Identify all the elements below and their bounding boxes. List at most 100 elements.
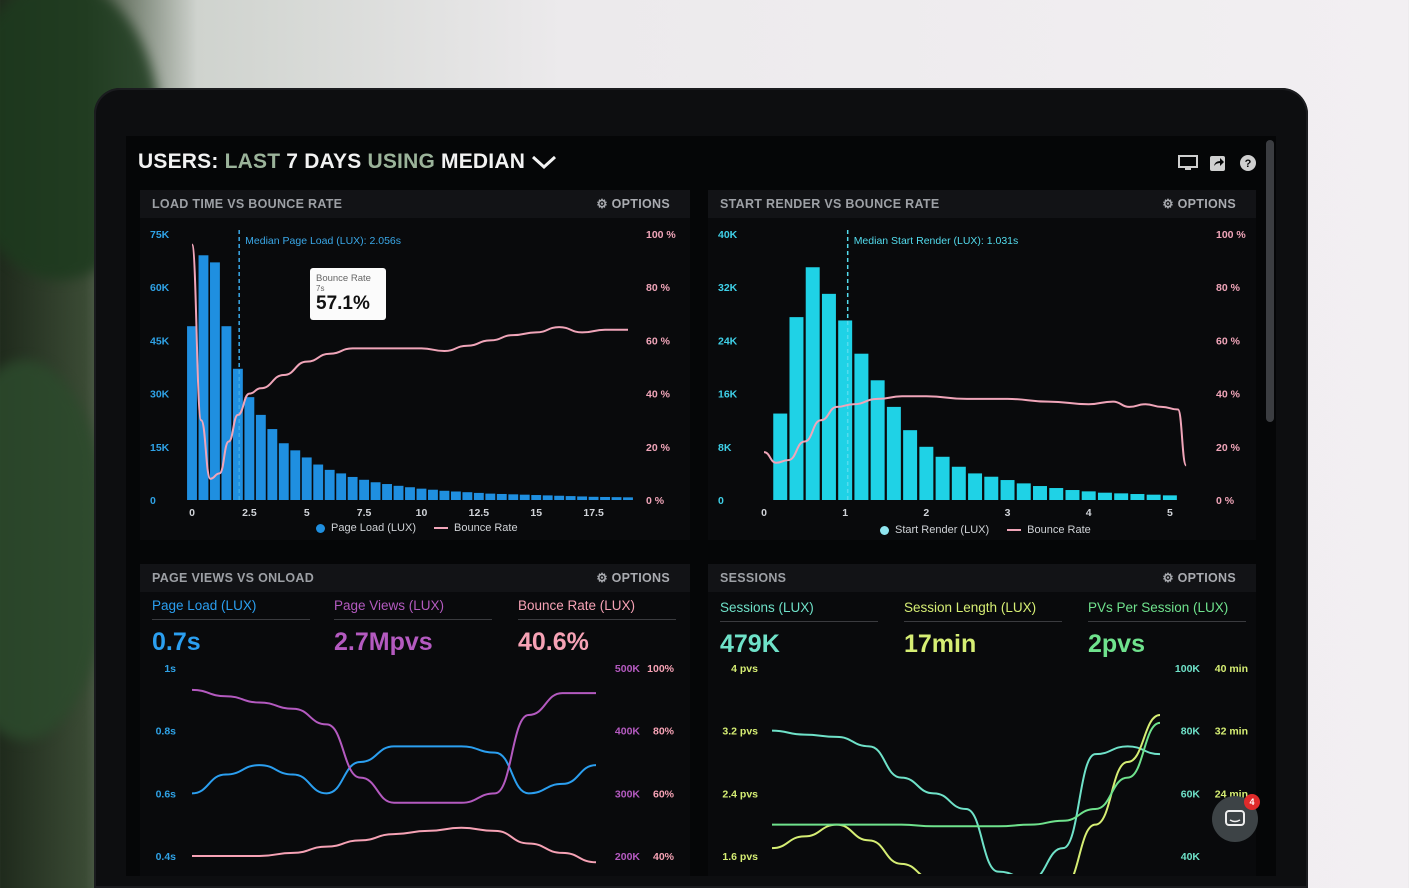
median-label: Median Page Load (LUX): 2.056s — [245, 235, 401, 247]
y-tick-left: 60K — [150, 282, 170, 294]
y-tick-right: 100% — [647, 664, 675, 675]
panel-title: START RENDER VS BOUNCE RATE ⚙ OPTIONS — [708, 190, 1256, 218]
histogram-bar — [324, 469, 335, 500]
histogram-bar — [565, 496, 576, 500]
series-line — [771, 721, 1161, 828]
y-tick-right: 60 % — [646, 335, 671, 347]
options-button[interactable]: ⚙ OPTIONS — [1162, 197, 1236, 211]
histogram-bar — [542, 495, 553, 500]
histogram-bar — [210, 262, 220, 500]
metric-sessions[interactable]: Sessions (LUX) 479K — [720, 600, 878, 659]
histogram-bar — [393, 485, 404, 500]
panel-pageviews-vs-onload: PAGE VIEWS VS ONLOAD ⚙ OPTIONS Page Load… — [140, 564, 690, 876]
histogram-bar — [405, 487, 415, 500]
histogram-bar — [519, 494, 530, 500]
y-tick-right: 400K — [615, 726, 641, 738]
metric-page-views[interactable]: Page Views (LUX) 2.7Mpvs — [334, 598, 492, 657]
y-tick-left: 75K — [150, 229, 170, 241]
series-line — [771, 714, 1161, 874]
y-tick-right: 60% — [653, 788, 675, 800]
histogram-bar — [1081, 491, 1096, 500]
options-button[interactable]: ⚙ OPTIONS — [596, 571, 670, 585]
x-tick: 2.5 — [242, 507, 257, 519]
histogram-bar — [1114, 493, 1129, 500]
x-tick: 3 — [1005, 507, 1011, 519]
histogram-bar — [903, 430, 918, 500]
legend-item[interactable]: Bounce Rate — [434, 522, 518, 534]
dashboard-title[interactable]: USERS: LAST 7 DAYS USING MEDIAN — [138, 150, 557, 174]
y-tick-right: 0 % — [1216, 495, 1235, 507]
x-tick: 4 — [1086, 507, 1092, 519]
y-tick-right: 20 % — [646, 442, 671, 454]
histogram-bar — [428, 489, 438, 500]
histogram-bar — [267, 429, 278, 500]
x-tick: 7.5 — [357, 507, 372, 519]
series-line — [191, 745, 597, 795]
histogram-bar — [336, 473, 347, 500]
legend-item[interactable]: Start Render (LUX) — [880, 524, 989, 536]
y-tick-right: 40 min — [1215, 664, 1248, 675]
metric-pvs-per-session[interactable]: PVs Per Session (LUX) 2pvs — [1088, 600, 1246, 659]
help-icon[interactable]: ? — [1238, 154, 1258, 174]
y-tick-left: 0.6s — [156, 788, 177, 800]
histogram-bar — [919, 446, 934, 500]
histogram-bar — [290, 450, 301, 500]
options-button[interactable]: ⚙ OPTIONS — [596, 197, 670, 211]
median-label: Median Start Render (LUX): 1.031s — [854, 235, 1019, 247]
y-tick-right: 40 % — [646, 389, 671, 401]
histogram-bar — [531, 495, 542, 500]
x-tick: 0 — [761, 507, 767, 519]
y-tick-left: 24K — [718, 335, 738, 347]
histogram-bar — [773, 413, 788, 500]
load-vs-bounce-chart: 0 15K 30K 45K 60K 75K 0 % 20 % 40 % 60 % 80 % 100 %… — [150, 229, 676, 519]
metric-page-load[interactable]: Page Load (LUX) 0.7s — [152, 598, 310, 657]
y-tick-right: 80K — [1181, 726, 1201, 738]
y-tick-right: 100K — [1175, 664, 1201, 675]
y-tick-left: 15K — [150, 442, 170, 454]
histogram-bar — [232, 368, 243, 500]
x-tick: 2 — [923, 507, 929, 519]
chevron-down-icon[interactable] — [531, 154, 557, 170]
histogram-bar — [554, 495, 565, 500]
y-tick-right: 300K — [615, 788, 641, 800]
y-tick-left: 0.8s — [156, 726, 177, 738]
histogram-bar — [854, 353, 869, 500]
histogram-bar — [359, 479, 370, 500]
y-tick-right: 40% — [653, 851, 675, 863]
header-icons: ? — [1178, 154, 1258, 174]
render-vs-bounce-chart: 0 8K 16K 24K 32K 40K 0 % 20 % 40 % 60 % 80 % 100 % 0… — [718, 229, 1246, 519]
histogram-bar — [508, 494, 519, 500]
y-tick-left: 8K — [718, 442, 732, 454]
y-tick-left: 0.4s — [156, 851, 177, 863]
x-tick: 0 — [189, 507, 195, 519]
metric-session-length[interactable]: Session Length (LUX) 17min — [904, 600, 1062, 659]
histogram-bar — [255, 414, 266, 500]
histogram-bar — [462, 492, 473, 500]
scrollbar[interactable] — [1266, 140, 1274, 422]
options-button[interactable]: ⚙ OPTIONS — [1162, 571, 1236, 585]
y-tick-left: 1.6 pvs — [722, 851, 758, 863]
y-tick-right: 40K — [1181, 851, 1201, 863]
histogram-bar — [187, 326, 197, 500]
histogram-bar — [485, 493, 496, 500]
share-icon[interactable] — [1208, 154, 1228, 174]
panel-title: SESSIONS ⚙ OPTIONS — [708, 564, 1256, 592]
histogram-bar — [886, 406, 901, 500]
metric-bounce-rate[interactable]: Bounce Rate (LUX) 40.6% — [518, 598, 676, 657]
legend-item[interactable]: Page Load (LUX) — [316, 522, 416, 534]
histogram-bar — [301, 457, 312, 500]
legend-item[interactable]: Bounce Rate — [1007, 524, 1091, 536]
chat-icon — [1225, 810, 1245, 826]
histogram-bar — [244, 397, 255, 500]
monitor-icon[interactable] — [1178, 154, 1198, 174]
chart-legend: Start Render (LUX) Bounce Rate — [880, 524, 1091, 536]
notification-badge: 4 — [1244, 794, 1260, 810]
chart-legend: Page Load (LUX) Bounce Rate — [316, 522, 518, 534]
y-tick-left: 40K — [718, 229, 738, 241]
y-tick-left: 0 — [150, 495, 156, 507]
histogram-bar — [496, 493, 507, 500]
y-tick-right: 32 min — [1215, 726, 1248, 738]
y-tick-left: 45K — [150, 335, 170, 347]
histogram-bar — [1049, 488, 1064, 500]
dashboard-screen: USERS: LAST 7 DAYS USING MEDIAN ? LOAD T… — [126, 136, 1276, 876]
